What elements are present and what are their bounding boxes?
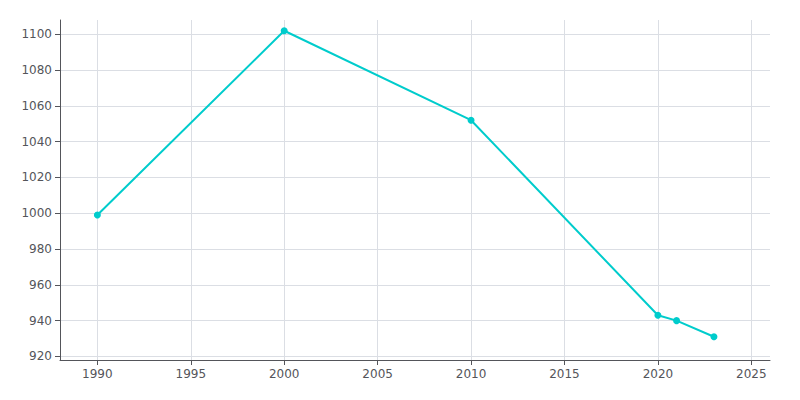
svg-text:940: 940 xyxy=(29,314,52,328)
svg-text:1060: 1060 xyxy=(21,99,52,113)
svg-text:1020: 1020 xyxy=(21,170,52,184)
svg-text:2025: 2025 xyxy=(736,367,767,381)
svg-text:1995: 1995 xyxy=(176,367,207,381)
svg-text:2015: 2015 xyxy=(549,367,580,381)
svg-text:1000: 1000 xyxy=(21,206,52,220)
svg-text:2020: 2020 xyxy=(643,367,674,381)
svg-text:920: 920 xyxy=(29,349,52,363)
svg-text:2000: 2000 xyxy=(269,367,300,381)
svg-text:2005: 2005 xyxy=(362,367,393,381)
svg-text:980: 980 xyxy=(29,242,52,256)
svg-text:2010: 2010 xyxy=(456,367,487,381)
svg-text:1080: 1080 xyxy=(21,63,52,77)
svg-text:1040: 1040 xyxy=(21,135,52,149)
svg-text:1990: 1990 xyxy=(82,367,113,381)
svg-text:1100: 1100 xyxy=(21,27,52,41)
svg-text:960: 960 xyxy=(29,278,52,292)
